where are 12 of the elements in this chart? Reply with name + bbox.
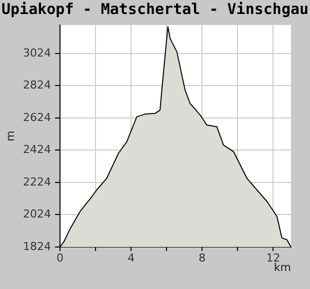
y-tick-label: 3024 <box>23 46 51 60</box>
y-tick-label: 2824 <box>23 78 51 92</box>
x-tick-label: 0 <box>56 251 64 264</box>
y-tick-label: 2224 <box>23 175 51 188</box>
y-tick-label: 2424 <box>23 143 51 156</box>
y-tick-label: 2624 <box>23 110 51 124</box>
x-tick-label: 8 <box>198 251 206 264</box>
y-axis-title: m <box>4 130 17 142</box>
x-tick-label: 4 <box>128 251 135 264</box>
chart-title: Upiakopf - Matschertal - Vinschgau <box>1 0 309 18</box>
y-tick-label: 1824 <box>23 240 51 253</box>
y-tick-label: 2024 <box>23 208 51 221</box>
